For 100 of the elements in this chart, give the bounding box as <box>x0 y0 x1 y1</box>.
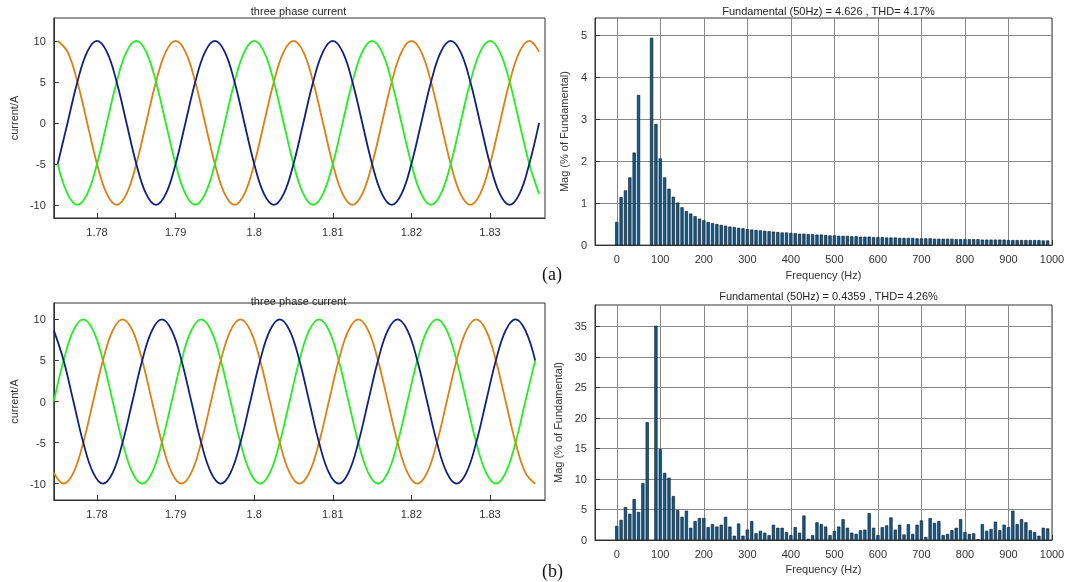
x-tick-label: 0 <box>613 547 620 560</box>
bar <box>723 516 728 540</box>
bar <box>902 237 906 246</box>
bar <box>667 477 671 540</box>
bar <box>1011 240 1015 246</box>
bar <box>993 521 998 540</box>
y-tick-label: 5 <box>39 75 46 88</box>
bar <box>1032 240 1037 246</box>
y-tick-label: 5 <box>39 354 46 367</box>
y-tick-label: 0 <box>580 239 587 252</box>
bar <box>945 533 950 540</box>
chart-title: Fundamental (50Hz) = 4.626 , THD= 4.17% <box>722 4 936 17</box>
x-tick-label: 1.78 <box>86 225 108 238</box>
x-tick-label: 0 <box>613 252 620 265</box>
y-tick-label: 30 <box>574 350 587 363</box>
bar <box>710 223 715 246</box>
y-tick-label: 35 <box>574 320 587 333</box>
bar <box>915 238 919 246</box>
bar <box>702 220 706 246</box>
bar <box>889 237 893 246</box>
y-tick-label: -10 <box>29 198 46 211</box>
bar <box>802 233 806 246</box>
bar <box>654 325 658 540</box>
bar <box>706 221 710 246</box>
y-axis-title: Mag (% of Fundamental) <box>557 71 570 193</box>
y-tick-label: 20 <box>574 411 587 424</box>
bar <box>789 232 793 246</box>
x-tick-label: 1000 <box>1039 547 1065 560</box>
x-tick-label: 400 <box>781 252 801 265</box>
bar <box>1002 239 1006 246</box>
y-axis-title: Mag (% of Fundamental) <box>552 361 565 484</box>
bar <box>1019 240 1024 246</box>
chart-title: three phase current <box>250 4 347 17</box>
y-tick-label: 5 <box>580 28 587 41</box>
x-tick-label: 1.8 <box>246 507 262 520</box>
bar <box>854 236 858 246</box>
bar <box>728 226 732 246</box>
x-tick-label: 300 <box>738 547 757 560</box>
text: (a) <box>542 264 562 285</box>
x-tick-label: 200 <box>694 547 713 560</box>
x-tick-label: 1000 <box>1039 252 1065 265</box>
chart-title: three phase current <box>250 294 347 307</box>
x-tick-label: 1.81 <box>322 225 344 238</box>
x-tick-label: 1.83 <box>479 225 501 238</box>
x-tick-label: 600 <box>868 252 888 265</box>
y-tick-label: 0 <box>39 395 46 408</box>
x-tick-label: 900 <box>999 547 1018 560</box>
x-tick-label: 1.78 <box>86 507 108 520</box>
x-axis-title: Frequency (Hz) <box>785 268 862 281</box>
x-tick-label: 500 <box>825 547 844 560</box>
bar <box>928 238 932 246</box>
y-tick-label: 10 <box>33 313 46 326</box>
y-tick-label: 0 <box>39 116 46 129</box>
bar <box>710 524 715 540</box>
x-tick-label: 600 <box>868 547 888 560</box>
y-tick-label: 4 <box>580 70 587 83</box>
bar <box>871 237 876 246</box>
bar <box>702 518 706 540</box>
x-tick-label: 700 <box>912 252 931 265</box>
bar <box>854 533 858 540</box>
y-tick-label: 1 <box>580 197 587 210</box>
x-axis-title: Frequency (Hz) <box>785 563 862 576</box>
bar <box>841 235 845 246</box>
bar <box>863 236 867 246</box>
y-axis-title: current/A <box>7 378 20 424</box>
bar <box>993 239 998 246</box>
y-tick-label: 10 <box>574 472 587 485</box>
bar <box>937 521 941 540</box>
bar <box>1032 532 1037 540</box>
x-tick-label: 1.79 <box>164 225 187 238</box>
y-tick-label: 2 <box>580 154 587 167</box>
bar <box>1024 522 1028 540</box>
x-tick-label: 700 <box>912 547 931 560</box>
bar <box>693 521 697 540</box>
bar <box>932 238 937 246</box>
line-series <box>56 40 541 206</box>
x-tick-label: 1.82 <box>400 225 423 238</box>
bar <box>932 522 937 540</box>
bar <box>858 236 863 246</box>
x-tick-label: 900 <box>999 252 1018 265</box>
bar <box>1024 240 1028 246</box>
x-tick-label: 300 <box>738 252 757 265</box>
x-tick-label: 800 <box>955 252 975 265</box>
x-tick-label: 1.79 <box>164 507 187 520</box>
bar <box>928 518 932 540</box>
bar <box>767 231 771 246</box>
bar <box>741 228 745 246</box>
bar <box>802 515 806 540</box>
bar <box>841 519 845 540</box>
bar <box>889 517 893 540</box>
bar <box>715 224 719 246</box>
bar <box>976 239 980 246</box>
text: (b) <box>542 561 563 582</box>
bar <box>623 507 628 540</box>
bar <box>937 238 941 246</box>
y-tick-label: 10 <box>33 34 46 47</box>
bar <box>1002 524 1006 540</box>
y-axis-title: current/A <box>7 95 20 141</box>
y-tick-label: -5 <box>36 157 46 170</box>
bar <box>723 225 728 246</box>
